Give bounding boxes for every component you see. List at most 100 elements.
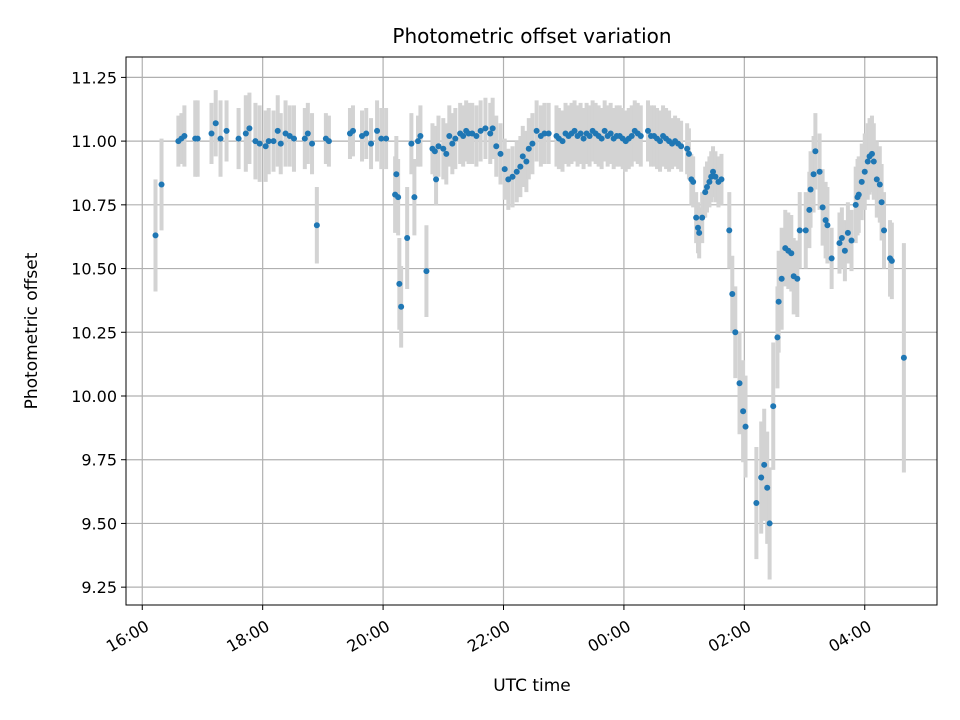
data-point <box>304 130 311 137</box>
data-point <box>374 127 381 134</box>
data-point <box>559 138 566 145</box>
data-point <box>678 143 685 150</box>
data-point <box>368 140 375 147</box>
data-point <box>533 127 540 134</box>
data-point <box>313 222 320 229</box>
data-point <box>836 240 843 247</box>
data-point <box>848 237 855 244</box>
data-point <box>900 354 907 361</box>
data-point <box>702 189 709 196</box>
data-point <box>301 135 308 142</box>
data-point <box>864 158 871 165</box>
data-point <box>274 127 281 134</box>
data-point <box>246 125 253 132</box>
data-point <box>706 178 713 185</box>
data-point <box>778 275 785 282</box>
data-point <box>325 138 332 145</box>
data-point <box>816 168 823 175</box>
data-point <box>685 150 692 157</box>
data-point <box>607 130 614 137</box>
plot-frame <box>125 56 938 606</box>
data-point <box>806 206 813 213</box>
data-point <box>309 140 316 147</box>
data-point <box>693 214 700 221</box>
data-point <box>242 130 249 137</box>
data-point <box>645 127 652 134</box>
data-point <box>824 222 831 229</box>
data-point <box>256 140 263 147</box>
y-tick-label: 10.25 <box>71 323 117 342</box>
data-point <box>396 280 403 287</box>
data-point <box>699 214 706 221</box>
data-point <box>152 232 159 239</box>
data-point <box>753 500 760 507</box>
data-point <box>363 130 370 137</box>
data-point <box>718 176 725 183</box>
data-point <box>509 173 516 180</box>
data-point <box>729 291 736 298</box>
data-point <box>822 217 829 224</box>
data-point <box>637 133 644 140</box>
data-point <box>482 125 489 132</box>
data-point <box>265 138 272 145</box>
data-point <box>876 181 883 188</box>
data-point <box>212 120 219 127</box>
data-point <box>684 145 691 152</box>
data-point <box>732 329 739 336</box>
data-point <box>449 140 456 147</box>
data-points <box>152 120 907 527</box>
data-point <box>545 130 552 137</box>
data-point <box>858 178 865 185</box>
y-tick-label: 9.25 <box>81 578 117 597</box>
data-point <box>223 127 230 134</box>
data-point <box>873 176 880 183</box>
y-tick-label: 9.50 <box>81 514 117 533</box>
data-point <box>852 201 859 208</box>
data-point <box>577 130 584 137</box>
data-point <box>431 148 438 155</box>
data-point <box>417 133 424 140</box>
data-point <box>712 173 719 180</box>
data-point <box>501 166 508 173</box>
data-point <box>525 145 532 152</box>
data-point <box>446 133 453 140</box>
data-point <box>628 133 635 140</box>
data-point <box>708 173 715 180</box>
data-point <box>440 145 447 152</box>
data-point <box>598 135 605 142</box>
data-point <box>881 227 888 234</box>
data-point <box>742 423 749 430</box>
data-point <box>415 138 422 145</box>
data-point <box>812 148 819 155</box>
data-point <box>452 135 459 142</box>
data-point <box>517 163 524 170</box>
data-point <box>433 176 440 183</box>
data-point <box>235 135 242 142</box>
data-point <box>841 247 848 254</box>
data-point <box>378 135 385 142</box>
data-point <box>349 127 356 134</box>
data-point <box>761 461 768 468</box>
chart-title: Photometric offset variation <box>392 24 671 48</box>
data-point <box>477 127 484 134</box>
data-point <box>181 133 188 140</box>
data-point <box>383 135 390 142</box>
data-point <box>694 224 701 231</box>
data-point <box>766 520 773 527</box>
data-point <box>435 143 442 150</box>
data-point <box>277 140 284 147</box>
data-point <box>657 138 664 145</box>
data-point <box>704 183 711 190</box>
data-point <box>810 171 817 178</box>
data-point <box>408 140 415 147</box>
data-point <box>601 127 608 134</box>
data-point <box>794 275 801 282</box>
data-point <box>519 153 526 160</box>
data-point <box>861 168 868 175</box>
data-point <box>529 140 536 147</box>
data-point <box>541 130 548 137</box>
data-point <box>758 474 765 481</box>
data-point <box>838 234 845 241</box>
